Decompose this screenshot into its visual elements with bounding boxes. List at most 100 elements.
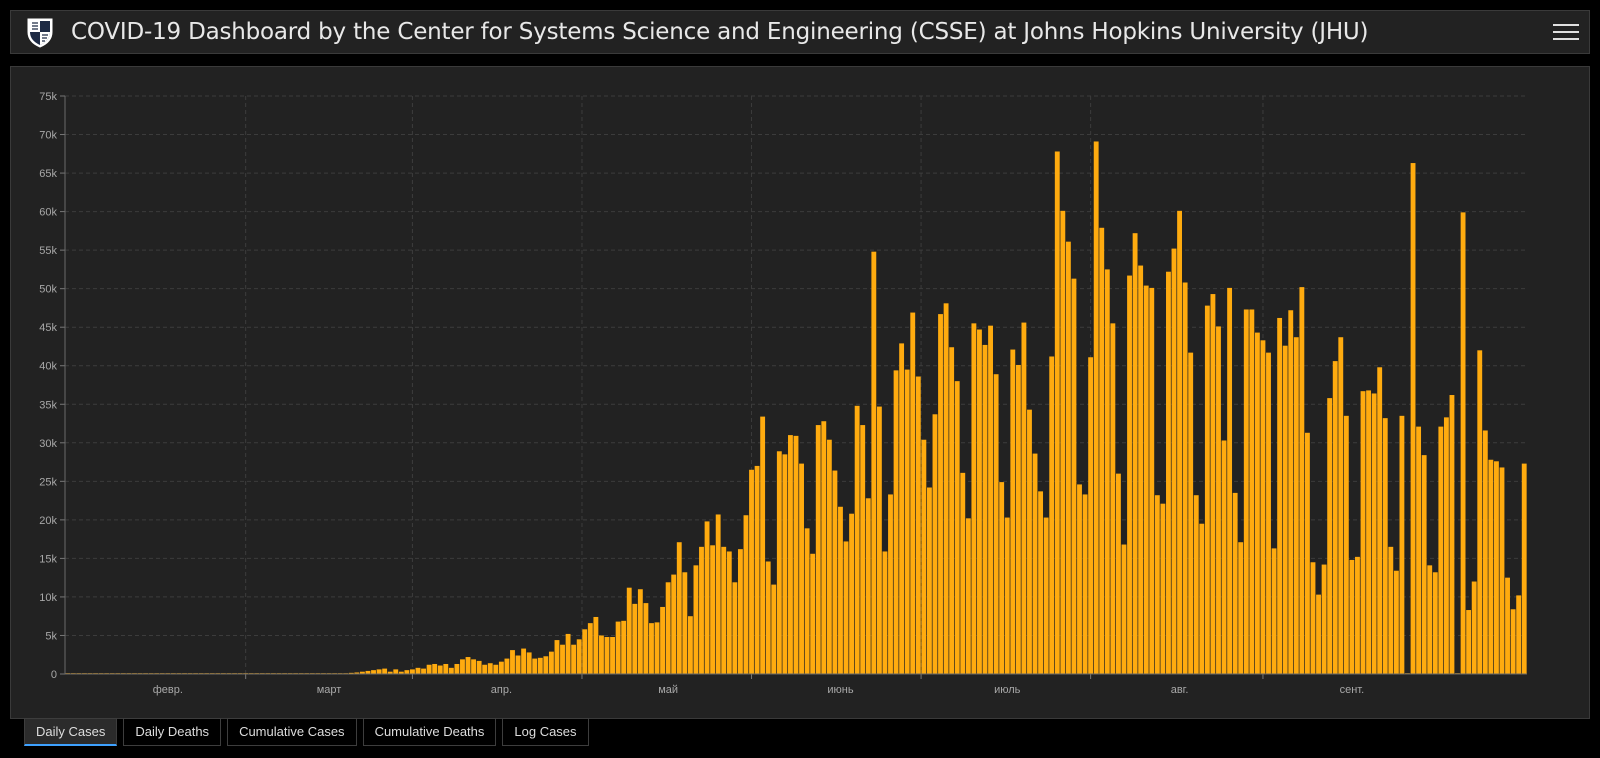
bar[interactable] bbox=[410, 669, 415, 674]
bar[interactable] bbox=[1099, 227, 1105, 674]
bar[interactable] bbox=[504, 658, 510, 674]
bar[interactable] bbox=[1093, 141, 1099, 674]
bar[interactable] bbox=[482, 664, 488, 674]
bar[interactable] bbox=[1449, 395, 1455, 674]
bar[interactable] bbox=[721, 546, 727, 674]
bar[interactable] bbox=[537, 657, 543, 674]
tab-log-cases[interactable]: Log Cases bbox=[502, 718, 589, 746]
bar[interactable] bbox=[1393, 570, 1399, 674]
bar[interactable] bbox=[1466, 610, 1472, 674]
bar[interactable] bbox=[1104, 269, 1110, 674]
bar[interactable] bbox=[1304, 432, 1310, 674]
bar[interactable] bbox=[943, 303, 949, 674]
bar[interactable] bbox=[510, 650, 515, 674]
bar[interactable] bbox=[1338, 337, 1344, 674]
bar[interactable] bbox=[671, 574, 677, 674]
bar[interactable] bbox=[1166, 271, 1171, 674]
bar[interactable] bbox=[359, 671, 365, 674]
bar[interactable] bbox=[1127, 275, 1132, 674]
bar[interactable] bbox=[493, 664, 499, 674]
bar[interactable] bbox=[687, 616, 693, 674]
bar[interactable] bbox=[548, 651, 554, 674]
bar[interactable] bbox=[643, 603, 649, 674]
bar[interactable] bbox=[487, 663, 493, 674]
bar[interactable] bbox=[893, 370, 899, 674]
bar[interactable] bbox=[587, 623, 593, 674]
bar[interactable] bbox=[910, 312, 916, 674]
bar[interactable] bbox=[1021, 322, 1027, 674]
bar[interactable] bbox=[1488, 459, 1494, 674]
bar[interactable] bbox=[443, 663, 449, 674]
bar[interactable] bbox=[1077, 484, 1082, 674]
bar[interactable] bbox=[1132, 233, 1138, 675]
bar[interactable] bbox=[977, 329, 982, 674]
bar[interactable] bbox=[888, 494, 893, 674]
bar[interactable] bbox=[1321, 564, 1327, 674]
bar[interactable] bbox=[804, 528, 810, 674]
bar[interactable] bbox=[354, 672, 360, 674]
bar[interactable] bbox=[543, 656, 549, 674]
bar[interactable] bbox=[843, 541, 849, 674]
bar[interactable] bbox=[1416, 426, 1422, 674]
bar[interactable] bbox=[765, 561, 771, 674]
bar[interactable] bbox=[1038, 491, 1044, 674]
bar[interactable] bbox=[754, 465, 760, 674]
bar[interactable] bbox=[421, 668, 426, 674]
bar[interactable] bbox=[448, 667, 454, 674]
bar[interactable] bbox=[471, 659, 477, 674]
bar[interactable] bbox=[699, 546, 704, 674]
bar[interactable] bbox=[1015, 364, 1021, 674]
bar[interactable] bbox=[398, 671, 404, 674]
bar[interactable] bbox=[704, 521, 710, 674]
tab-daily-cases[interactable]: Daily Cases bbox=[24, 718, 118, 746]
bar[interactable] bbox=[1054, 151, 1060, 674]
bar[interactable] bbox=[1327, 398, 1333, 674]
bar[interactable] bbox=[1082, 494, 1088, 674]
bar[interactable] bbox=[460, 659, 465, 674]
bar[interactable] bbox=[632, 603, 638, 674]
bar[interactable] bbox=[1388, 546, 1394, 674]
bar[interactable] bbox=[604, 637, 610, 674]
bar[interactable] bbox=[615, 621, 621, 674]
bar[interactable] bbox=[1293, 337, 1299, 674]
bar[interactable] bbox=[348, 672, 354, 674]
bar[interactable] bbox=[1065, 241, 1071, 674]
bar[interactable] bbox=[521, 648, 527, 674]
bar[interactable] bbox=[1421, 455, 1427, 674]
bar[interactable] bbox=[676, 542, 682, 674]
bar[interactable] bbox=[904, 369, 910, 674]
bar[interactable] bbox=[1460, 212, 1466, 674]
bar[interactable] bbox=[1477, 350, 1483, 674]
bar[interactable] bbox=[949, 347, 955, 674]
bar[interactable] bbox=[710, 545, 716, 674]
bar[interactable] bbox=[382, 668, 388, 674]
bar[interactable] bbox=[832, 470, 838, 674]
bar[interactable] bbox=[1260, 340, 1266, 674]
bar[interactable] bbox=[1438, 426, 1444, 674]
bar[interactable] bbox=[1227, 287, 1233, 674]
bar[interactable] bbox=[654, 622, 660, 674]
bar[interactable] bbox=[860, 425, 866, 674]
bar[interactable] bbox=[1271, 548, 1277, 674]
bar[interactable] bbox=[582, 629, 588, 674]
bar[interactable] bbox=[1299, 287, 1305, 674]
bar[interactable] bbox=[1443, 417, 1449, 674]
bar[interactable] bbox=[1349, 559, 1355, 674]
bar[interactable] bbox=[1332, 361, 1338, 674]
bar[interactable] bbox=[1382, 418, 1388, 674]
bar[interactable] bbox=[1032, 453, 1038, 674]
bar[interactable] bbox=[1499, 467, 1505, 674]
bar[interactable] bbox=[932, 414, 938, 674]
bar[interactable] bbox=[1505, 577, 1510, 674]
bar[interactable] bbox=[815, 425, 821, 674]
bar[interactable] bbox=[938, 314, 943, 674]
bar[interactable] bbox=[560, 644, 565, 674]
bar[interactable] bbox=[1193, 495, 1199, 674]
bar[interactable] bbox=[993, 374, 999, 674]
bar[interactable] bbox=[988, 325, 993, 674]
bar[interactable] bbox=[1410, 163, 1416, 674]
bar[interactable] bbox=[1121, 544, 1127, 674]
bar[interactable] bbox=[793, 435, 799, 674]
bar[interactable] bbox=[999, 482, 1005, 674]
bar[interactable] bbox=[515, 655, 521, 674]
